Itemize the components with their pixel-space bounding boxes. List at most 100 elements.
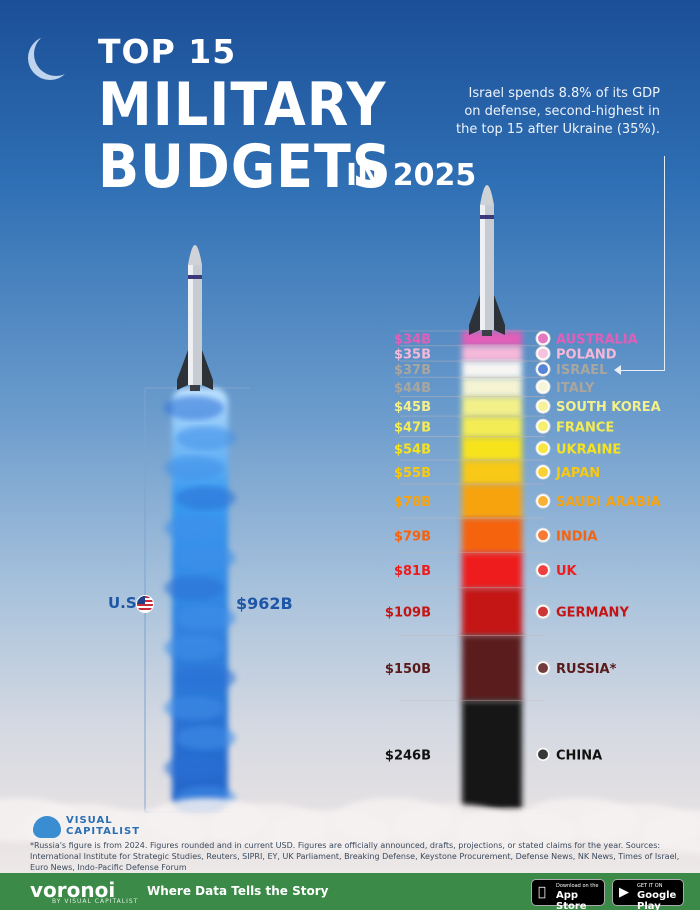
- us-smoke-puff: [164, 456, 224, 480]
- app-store-button[interactable]:  Download on the App Store: [531, 879, 605, 910]
- voronoi-logo[interactable]: voronoi: [30, 878, 116, 902]
- country-label: INDIA: [556, 529, 597, 544]
- us-country-label: U.S.: [108, 594, 143, 612]
- stack-segment-uk: [462, 552, 522, 589]
- us-smoke-puff: [164, 636, 224, 660]
- value-label: $79B: [394, 529, 431, 544]
- flag-inner-icon: [538, 443, 548, 454]
- flag-inner-icon: [538, 606, 548, 617]
- visual-capitalist-wordmark: VISUAL CAPITALIST: [66, 815, 140, 837]
- country-label: POLAND: [556, 347, 617, 362]
- flag-inner-icon: [538, 364, 548, 375]
- us-smoke-puff: [176, 666, 236, 690]
- country-label: SAUDI ARABIA: [556, 495, 661, 510]
- us-smoke-puff: [164, 576, 224, 600]
- value-label: $109B: [385, 606, 431, 621]
- value-label: $35B: [394, 347, 431, 362]
- cloud-shape: [642, 810, 700, 854]
- stack-segment-france: [462, 416, 522, 438]
- flag-inner-icon: [538, 381, 548, 392]
- us-smoke-puff: [176, 726, 236, 750]
- title-year: IN 2025: [346, 158, 477, 193]
- value-label: $37B: [394, 363, 431, 378]
- value-label: $55B: [394, 466, 431, 481]
- value-label: $78B: [394, 495, 431, 510]
- value-label: $47B: [394, 420, 431, 435]
- stack-segment-ukraine: [462, 436, 522, 462]
- flag-inner-icon: [538, 401, 548, 412]
- stack-segment-germany: [462, 587, 522, 637]
- flag-inner-icon: [538, 530, 548, 541]
- country-label: UK: [556, 564, 578, 579]
- value-label: $81B: [394, 564, 431, 579]
- stack-segment-australia: [462, 331, 522, 347]
- flag-inner-icon: [538, 467, 548, 478]
- footer-tagline: Where Data Tells the Story: [147, 884, 329, 898]
- value-label: $150B: [385, 662, 431, 677]
- stack-segment-japan: [462, 460, 522, 486]
- callout-arrow-icon: [614, 365, 621, 375]
- footnote: *Russia's figure is from 2024. Figures r…: [30, 841, 680, 872]
- value-label: $54B: [394, 442, 431, 457]
- us-smoke-puff: [176, 546, 236, 570]
- callout-connector-h: [620, 370, 665, 371]
- country-label: SOUTH KOREA: [556, 400, 661, 415]
- flag-inner-icon: [538, 496, 548, 507]
- country-label: JAPAN: [555, 466, 600, 481]
- us-smoke-puff: [164, 396, 224, 420]
- google-play-small: GET IT ON: [637, 883, 663, 889]
- us-rocket-icon: [177, 245, 213, 391]
- stack-segment-italy: [462, 377, 522, 398]
- stack-segment-china: [462, 700, 522, 809]
- play-icon: ▶: [619, 885, 629, 900]
- title-line-2: MILITARY: [98, 70, 387, 140]
- us-smoke-puff: [164, 696, 224, 720]
- value-label: $44B: [394, 381, 431, 396]
- callout-connector: [664, 156, 665, 370]
- country-label: ITALY: [556, 381, 595, 396]
- us-value-label: $962B: [236, 594, 293, 613]
- app-store-small: Download on the: [556, 883, 599, 889]
- stack-segment-south-korea: [462, 396, 522, 418]
- us-smoke-puff: [176, 606, 236, 630]
- stack-segment-india: [462, 518, 522, 554]
- country-label: AUSTRALIA: [556, 332, 638, 347]
- title-line-1: TOP 15: [98, 32, 237, 71]
- country-label: GERMANY: [556, 606, 629, 621]
- value-label: $45B: [394, 400, 431, 415]
- flag-inner-icon: [538, 348, 548, 359]
- value-label: $246B: [385, 748, 431, 763]
- stack-segment-poland: [462, 345, 522, 363]
- apple-icon: : [538, 885, 546, 900]
- israel-callout: Israel spends 8.8% of its GDP on defense…: [456, 86, 660, 137]
- country-label: UKRAINE: [556, 442, 621, 457]
- us-flag-icon: [136, 595, 154, 613]
- flag-inner-icon: [538, 663, 548, 674]
- voronoi-subtitle: BY VISUAL CAPITALIST: [52, 898, 139, 905]
- country-label: CHINA: [556, 748, 602, 763]
- app-store-big: App Store: [556, 890, 587, 910]
- us-smoke-puff: [164, 516, 224, 540]
- stack-segment-russia-: [462, 635, 522, 702]
- stack-segment-saudi-arabia: [462, 484, 522, 520]
- flag-inner-icon: [538, 565, 548, 576]
- visual-capitalist-logo-icon: [33, 816, 61, 838]
- value-label: $34B: [394, 332, 431, 347]
- country-label: ISRAEL: [556, 363, 607, 378]
- google-play-button[interactable]: ▶ GET IT ON Google Play: [612, 879, 684, 910]
- flag-inner-icon: [538, 749, 548, 760]
- us-smoke-puff: [164, 756, 224, 780]
- country-label: RUSSIA*: [556, 662, 617, 677]
- title-line-3: BUDGETS: [98, 132, 392, 202]
- vc-line-1: VISUAL: [66, 815, 113, 826]
- us-smoke-puff: [176, 426, 236, 450]
- country-label: FRANCE: [556, 420, 614, 435]
- flag-inner-icon: [538, 333, 548, 344]
- google-play-big: Google Play: [637, 890, 677, 910]
- vc-line-2: CAPITALIST: [66, 826, 141, 837]
- stack-rocket-icon: [469, 185, 505, 336]
- flag-inner-icon: [538, 421, 548, 432]
- us-smoke-puff: [176, 486, 236, 510]
